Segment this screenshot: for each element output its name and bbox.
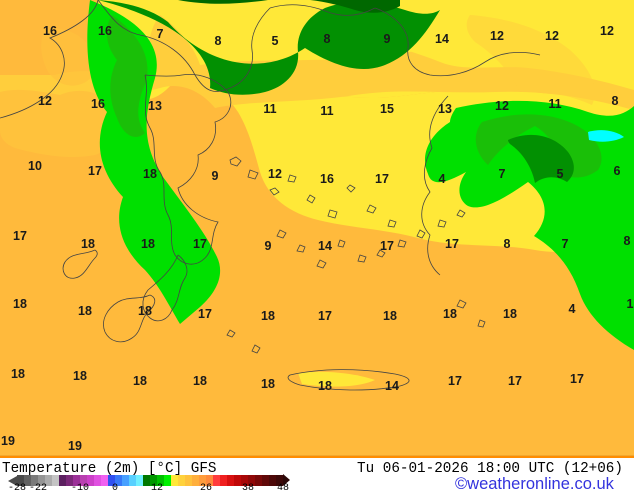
svg-text:17: 17 bbox=[445, 237, 459, 251]
svg-text:18: 18 bbox=[11, 367, 25, 381]
svg-text:14: 14 bbox=[435, 32, 449, 46]
svg-text:17: 17 bbox=[198, 307, 212, 321]
svg-text:17: 17 bbox=[570, 372, 584, 386]
svg-text:16: 16 bbox=[43, 24, 57, 38]
svg-text:7: 7 bbox=[499, 167, 506, 181]
svg-text:18: 18 bbox=[193, 374, 207, 388]
svg-text:17: 17 bbox=[448, 374, 462, 388]
svg-text:7: 7 bbox=[562, 237, 569, 251]
svg-text:13: 13 bbox=[438, 102, 452, 116]
svg-text:12: 12 bbox=[495, 99, 509, 113]
svg-text:18: 18 bbox=[383, 309, 397, 323]
svg-text:17: 17 bbox=[88, 164, 102, 178]
svg-text:18: 18 bbox=[261, 377, 275, 391]
svg-text:8: 8 bbox=[504, 237, 511, 251]
svg-text:19: 19 bbox=[1, 434, 15, 448]
svg-text:8: 8 bbox=[324, 32, 331, 46]
svg-text:17: 17 bbox=[318, 309, 332, 323]
svg-text:18: 18 bbox=[133, 374, 147, 388]
svg-text:16: 16 bbox=[98, 24, 112, 38]
svg-text:9: 9 bbox=[265, 239, 272, 253]
svg-text:12: 12 bbox=[545, 29, 559, 43]
svg-text:13: 13 bbox=[148, 99, 162, 113]
svg-text:5: 5 bbox=[557, 167, 564, 181]
svg-text:5: 5 bbox=[272, 34, 279, 48]
svg-text:10: 10 bbox=[28, 159, 42, 173]
svg-text:18: 18 bbox=[138, 304, 152, 318]
svg-text:18: 18 bbox=[73, 369, 87, 383]
svg-text:18: 18 bbox=[143, 167, 157, 181]
svg-text:14: 14 bbox=[318, 239, 332, 253]
svg-text:19: 19 bbox=[68, 439, 82, 453]
svg-text:11: 11 bbox=[548, 97, 561, 111]
svg-text:18: 18 bbox=[261, 309, 275, 323]
svg-text:16: 16 bbox=[91, 97, 105, 111]
svg-text:4: 4 bbox=[439, 172, 446, 186]
svg-text:18: 18 bbox=[503, 307, 517, 321]
svg-text:8: 8 bbox=[612, 94, 619, 108]
svg-text:8: 8 bbox=[624, 234, 631, 248]
svg-text:12: 12 bbox=[600, 24, 614, 38]
svg-text:17: 17 bbox=[13, 229, 27, 243]
svg-text:14: 14 bbox=[385, 379, 399, 393]
svg-text:17: 17 bbox=[193, 237, 207, 251]
svg-text:18: 18 bbox=[78, 304, 92, 318]
svg-text:4: 4 bbox=[569, 302, 576, 316]
svg-text:15: 15 bbox=[380, 102, 394, 116]
svg-text:12: 12 bbox=[38, 94, 52, 108]
svg-text:18: 18 bbox=[81, 237, 95, 251]
svg-text:6: 6 bbox=[614, 164, 621, 178]
svg-text:9: 9 bbox=[384, 32, 391, 46]
svg-text:11: 11 bbox=[263, 102, 276, 116]
svg-text:18: 18 bbox=[13, 297, 27, 311]
svg-text:11: 11 bbox=[320, 104, 333, 118]
svg-text:8: 8 bbox=[215, 34, 222, 48]
svg-text:18: 18 bbox=[141, 237, 155, 251]
svg-text:18: 18 bbox=[318, 379, 332, 393]
svg-text:16: 16 bbox=[320, 172, 334, 186]
svg-text:9: 9 bbox=[212, 169, 219, 183]
svg-text:17: 17 bbox=[375, 172, 389, 186]
svg-text:17: 17 bbox=[380, 239, 394, 253]
svg-text:1: 1 bbox=[627, 297, 634, 311]
svg-text:12: 12 bbox=[268, 167, 282, 181]
svg-text:17: 17 bbox=[508, 374, 522, 388]
svg-text:12: 12 bbox=[490, 29, 504, 43]
svg-text:7: 7 bbox=[157, 27, 164, 41]
svg-text:18: 18 bbox=[443, 307, 457, 321]
